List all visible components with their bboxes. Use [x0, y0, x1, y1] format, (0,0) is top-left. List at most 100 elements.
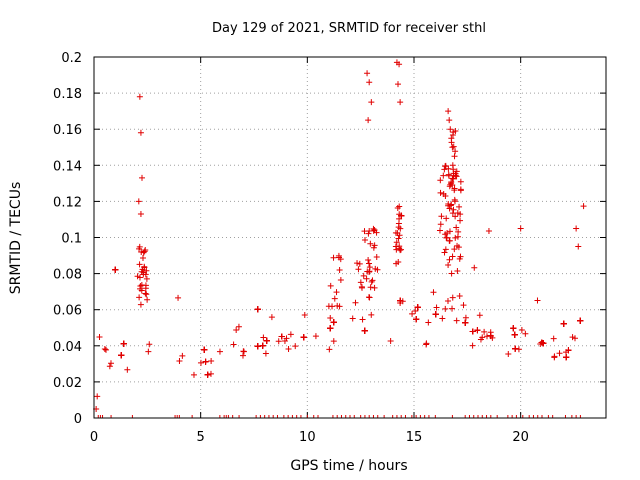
y-tick-label: 0.06 [53, 304, 82, 319]
data-point [365, 117, 372, 124]
data-point [396, 61, 403, 68]
data-point [364, 70, 371, 77]
data-point [387, 337, 394, 344]
data-point [395, 81, 401, 88]
data-point [393, 239, 400, 246]
data-point [469, 342, 476, 349]
data-point [360, 272, 367, 279]
data-point [439, 315, 446, 322]
data-point [367, 240, 374, 247]
data-point [262, 350, 269, 357]
data-point [436, 227, 443, 234]
data-point [441, 166, 448, 173]
data-point [393, 260, 400, 267]
data-point [534, 297, 541, 304]
data-point [446, 205, 453, 212]
data-point [327, 325, 334, 332]
data-point [449, 253, 456, 260]
data-point [440, 172, 447, 179]
data-points [93, 59, 587, 419]
y-tick-label: 0.04 [53, 340, 82, 355]
data-point [430, 289, 437, 296]
data-point [175, 294, 182, 301]
data-point [197, 359, 204, 366]
data-point [141, 263, 148, 270]
data-point [437, 177, 444, 184]
data-point [444, 297, 451, 304]
data-point [263, 337, 270, 344]
data-point [437, 189, 444, 196]
data-point [138, 248, 145, 255]
data-point [337, 277, 344, 284]
data-point [366, 79, 373, 86]
data-point [409, 310, 416, 317]
data-point [136, 274, 143, 281]
y-tick-label: 0.16 [53, 123, 82, 138]
data-point [142, 247, 149, 254]
data-point [138, 287, 145, 294]
data-point [442, 246, 449, 253]
data-point [349, 315, 356, 322]
data-point [136, 245, 143, 252]
data-point [413, 316, 420, 323]
data-point [453, 173, 460, 180]
y-tick-label: 0.1 [61, 232, 82, 247]
data-point [259, 342, 266, 349]
data-point [449, 144, 456, 151]
data-point [425, 319, 432, 326]
data-point [356, 260, 363, 267]
data-point [366, 260, 373, 267]
data-point [469, 328, 476, 335]
grid [94, 57, 606, 418]
data-point [457, 178, 464, 185]
x-tick-label: 10 [299, 430, 316, 445]
data-point [216, 348, 223, 355]
x-tick-label: 0 [90, 430, 98, 445]
data-point [96, 333, 103, 340]
data-point [118, 352, 125, 359]
data-point [233, 327, 240, 334]
data-point [453, 224, 460, 231]
data-point [336, 254, 343, 261]
data-point [551, 353, 558, 360]
data-point [460, 302, 467, 309]
data-point [450, 129, 457, 136]
x-axis-label: GPS time / hours [290, 458, 407, 474]
data-point [454, 242, 461, 249]
data-point [397, 99, 404, 106]
data-point [433, 304, 440, 311]
data-point [452, 213, 459, 220]
data-point [254, 343, 261, 350]
data-point [137, 129, 144, 136]
data-point [355, 266, 362, 273]
data-point [487, 332, 494, 339]
data-point [370, 227, 377, 234]
y-tick-label: 0.12 [53, 195, 82, 210]
data-point [397, 297, 404, 304]
data-point [522, 330, 529, 337]
data-point [445, 108, 452, 115]
data-point [285, 346, 292, 353]
y-tick-label: 0.2 [61, 51, 82, 66]
data-point [485, 228, 492, 235]
data-point [312, 333, 319, 340]
data-point [452, 172, 459, 179]
data-point [577, 317, 584, 324]
data-point [510, 325, 517, 332]
data-point [331, 295, 338, 302]
data-point [462, 319, 469, 326]
data-point [352, 299, 359, 306]
data-point [202, 358, 209, 365]
y-tick-label: 0.14 [53, 159, 82, 174]
data-point [449, 305, 456, 312]
data-point [139, 174, 145, 181]
data-point [515, 346, 522, 353]
data-point [449, 294, 456, 301]
data-point [397, 225, 404, 232]
data-point [330, 338, 337, 345]
data-point [550, 335, 557, 342]
data-point [361, 327, 368, 334]
data-point [449, 162, 456, 169]
data-point [326, 346, 333, 353]
data-point [437, 221, 444, 228]
